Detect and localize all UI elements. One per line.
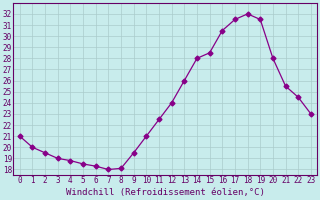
X-axis label: Windchill (Refroidissement éolien,°C): Windchill (Refroidissement éolien,°C)	[66, 188, 265, 197]
